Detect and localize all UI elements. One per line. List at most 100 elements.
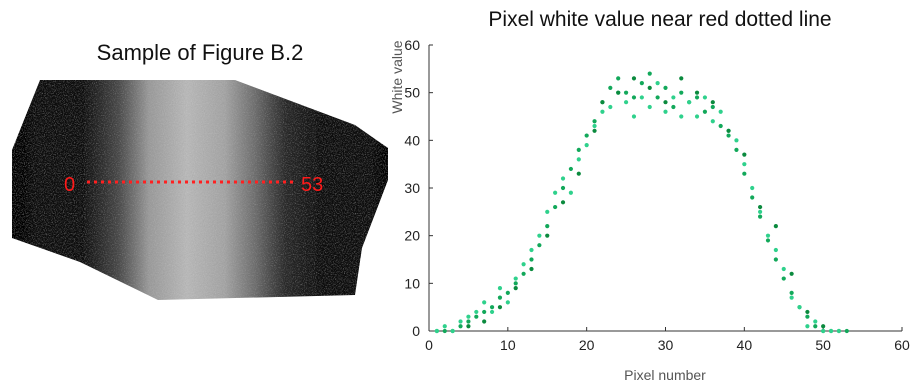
data-point bbox=[482, 300, 487, 305]
data-point bbox=[529, 257, 534, 262]
data-point bbox=[529, 266, 534, 272]
x-tick-label: 20 bbox=[579, 337, 595, 353]
data-point bbox=[553, 190, 558, 195]
data-point bbox=[773, 224, 778, 229]
data-point bbox=[560, 176, 566, 181]
data-point bbox=[663, 109, 668, 114]
line-start-label: 0 bbox=[64, 174, 75, 196]
data-point bbox=[821, 324, 826, 329]
sample-title: Sample of Figure B.2 bbox=[96, 40, 304, 65]
data-point bbox=[758, 209, 763, 214]
data-point bbox=[679, 114, 684, 119]
data-point bbox=[529, 247, 534, 253]
data-point bbox=[781, 276, 786, 281]
data-point bbox=[537, 233, 542, 238]
data-point bbox=[710, 100, 715, 105]
data-point bbox=[655, 95, 660, 100]
data-point bbox=[466, 324, 471, 329]
data-point bbox=[505, 300, 510, 305]
chart-points bbox=[434, 71, 849, 334]
x-tick-label: 30 bbox=[658, 337, 674, 353]
data-point bbox=[805, 309, 810, 315]
data-point bbox=[702, 95, 708, 100]
data-point bbox=[616, 76, 621, 81]
data-point bbox=[489, 309, 495, 315]
data-point bbox=[474, 309, 479, 315]
data-point bbox=[568, 166, 573, 172]
y-tick-label: 10 bbox=[404, 275, 420, 291]
data-point bbox=[805, 324, 810, 329]
data-point bbox=[758, 204, 763, 210]
data-point bbox=[568, 190, 573, 195]
data-point bbox=[560, 185, 566, 191]
data-point bbox=[513, 276, 518, 281]
data-point bbox=[442, 324, 447, 329]
data-point bbox=[482, 319, 487, 324]
data-point bbox=[679, 76, 684, 81]
data-point bbox=[773, 257, 778, 262]
y-tick-label: 50 bbox=[404, 85, 420, 101]
data-point bbox=[765, 233, 771, 238]
data-point bbox=[789, 271, 794, 276]
data-point bbox=[647, 71, 652, 76]
data-point bbox=[694, 95, 700, 100]
data-point bbox=[466, 314, 471, 319]
data-point bbox=[663, 85, 668, 90]
data-point bbox=[742, 162, 747, 167]
data-point bbox=[505, 290, 510, 295]
data-point bbox=[726, 128, 731, 133]
data-point bbox=[789, 295, 794, 300]
data-point bbox=[789, 290, 794, 295]
y-tick-label: 60 bbox=[404, 37, 420, 53]
data-point bbox=[639, 95, 644, 100]
data-point bbox=[545, 233, 550, 238]
data-point bbox=[592, 128, 597, 133]
data-point bbox=[687, 100, 692, 105]
data-point bbox=[576, 171, 581, 176]
data-point bbox=[497, 305, 503, 310]
data-point bbox=[797, 305, 802, 310]
y-tick-label: 30 bbox=[404, 180, 420, 196]
data-point bbox=[828, 328, 834, 334]
data-point bbox=[647, 85, 652, 90]
data-point bbox=[813, 319, 818, 324]
x-tick-label: 0 bbox=[425, 337, 433, 353]
data-point bbox=[497, 295, 503, 300]
data-point bbox=[513, 281, 518, 286]
data-point bbox=[497, 286, 503, 291]
x-axis-label: Pixel number bbox=[624, 367, 706, 383]
data-point bbox=[623, 90, 629, 95]
data-point bbox=[442, 328, 447, 334]
y-tick-label: 20 bbox=[404, 228, 420, 244]
data-point bbox=[600, 100, 605, 105]
data-point bbox=[694, 90, 700, 95]
chart-title: Pixel white value near red dotted line bbox=[488, 8, 831, 31]
data-point bbox=[521, 262, 526, 267]
y-axis-label: White value bbox=[389, 40, 405, 113]
data-point bbox=[805, 314, 810, 319]
data-point bbox=[671, 104, 676, 110]
data-point bbox=[781, 266, 786, 272]
data-point bbox=[623, 100, 629, 105]
data-point bbox=[742, 171, 747, 176]
data-point bbox=[466, 319, 471, 324]
data-point bbox=[592, 123, 597, 129]
data-point bbox=[576, 157, 581, 162]
y-tick-label: 0 bbox=[412, 323, 420, 339]
data-point bbox=[671, 95, 676, 100]
data-point bbox=[434, 328, 439, 334]
data-point bbox=[616, 90, 621, 95]
data-point bbox=[584, 133, 589, 138]
data-point bbox=[758, 214, 763, 219]
data-point bbox=[702, 109, 708, 114]
data-point bbox=[537, 243, 542, 248]
x-tick-label: 40 bbox=[737, 337, 753, 353]
data-point bbox=[553, 204, 558, 210]
data-point bbox=[521, 271, 526, 276]
data-point bbox=[718, 123, 723, 129]
data-point bbox=[726, 133, 731, 138]
data-point bbox=[592, 119, 597, 124]
data-point bbox=[458, 319, 463, 324]
data-point bbox=[718, 109, 723, 114]
x-tick-label: 60 bbox=[894, 337, 910, 353]
